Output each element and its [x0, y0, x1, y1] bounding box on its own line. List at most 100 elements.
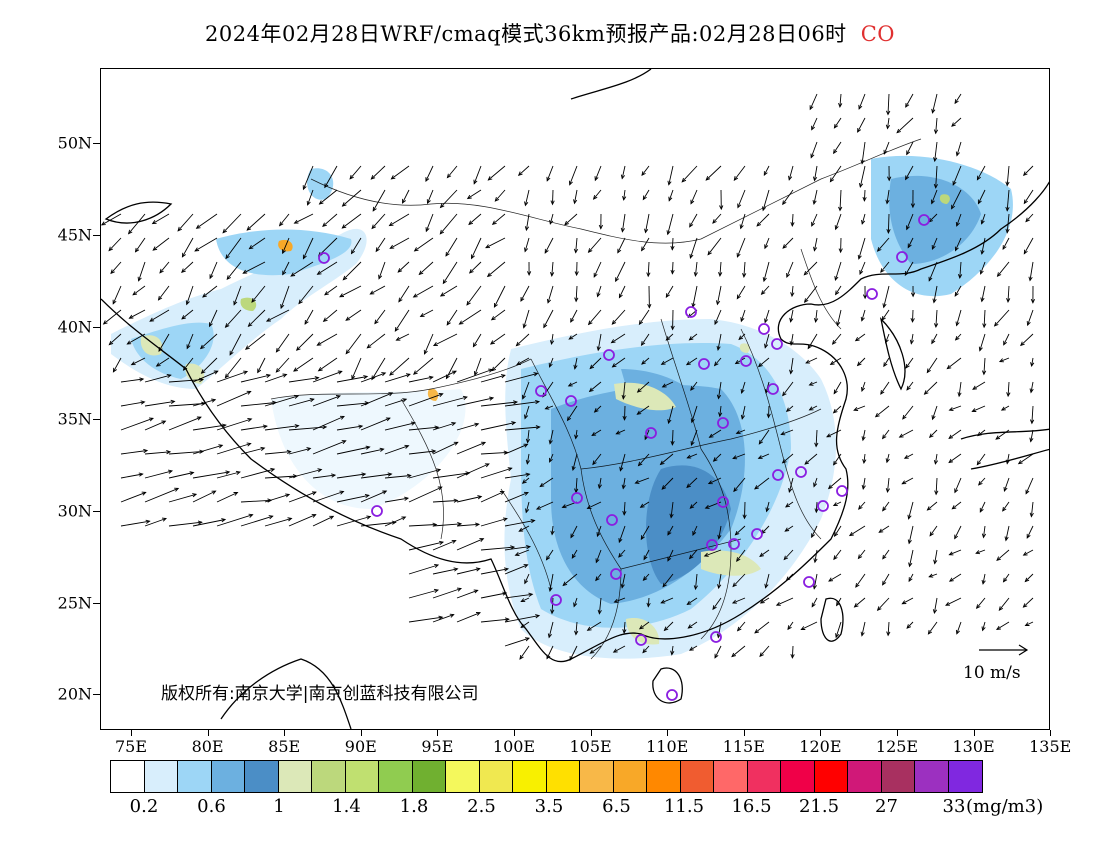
wind-arrow-head	[782, 244, 787, 249]
wind-arrow	[975, 549, 986, 554]
wind-arrow-head	[225, 254, 230, 260]
wind-arrow	[689, 645, 698, 651]
wind-arrow	[216, 390, 251, 407]
lon-tick	[743, 730, 745, 736]
wind-arrow-head	[762, 206, 767, 212]
wind-arrow	[152, 213, 170, 224]
wind-arrow	[384, 516, 406, 527]
wind-arrow	[342, 261, 362, 281]
wind-arrow	[200, 333, 218, 349]
wind-arrow-head	[597, 609, 602, 615]
wind-arrow-head	[1002, 506, 1007, 512]
wind-arrow-head	[712, 605, 717, 611]
lon-label: 80E	[191, 737, 224, 756]
wind-arrow-head	[484, 463, 490, 468]
wind-arrow-head	[905, 175, 910, 181]
wind-arrow	[480, 451, 508, 455]
wind-arrow	[288, 469, 322, 479]
wind-arrow-head	[707, 250, 712, 256]
wind-arrow	[516, 333, 530, 347]
wind-arrow-head	[597, 484, 602, 490]
wind-arrow	[374, 309, 386, 324]
wind-arrow-head	[225, 470, 231, 475]
wind-arrow	[839, 93, 842, 107]
wind-arrow-head	[524, 414, 529, 420]
wind-arrow-head	[790, 222, 795, 227]
colorbar-cell	[781, 761, 815, 792]
wind-arrow-head	[876, 247, 882, 252]
wind-arrow-head	[174, 487, 180, 492]
wind-arrow-head	[211, 490, 217, 495]
wind-arrow-head	[686, 483, 691, 489]
wind-arrow	[954, 525, 962, 539]
wind-arrow-head	[194, 247, 200, 252]
wind-arrow	[349, 165, 362, 180]
colorbar-label: 11.5	[663, 796, 705, 817]
wind-arrow-head	[789, 369, 794, 375]
wind-arrow	[323, 309, 338, 322]
station-marker	[918, 214, 930, 226]
wind-arrow	[807, 333, 818, 349]
wind-arrow	[614, 597, 626, 603]
wind-arrow	[312, 515, 334, 527]
wind-arrow	[240, 499, 272, 503]
wind-arrow-head	[196, 416, 202, 421]
wind-arrow	[786, 405, 794, 412]
wind-arrow	[549, 429, 554, 444]
station-marker	[836, 485, 848, 497]
wind-arrow-head	[437, 486, 443, 491]
wind-arrow-head	[670, 650, 675, 656]
wind-arrow	[687, 597, 698, 605]
colorbar-cell	[111, 761, 145, 792]
wind-arrow-head	[642, 648, 647, 654]
wind-arrow-head	[977, 199, 982, 205]
wind-arrow-head	[395, 336, 401, 341]
wind-arrow-head	[615, 430, 621, 435]
wind-arrow-head	[929, 531, 934, 537]
wind-arrow	[480, 568, 509, 575]
wind-arrow-head	[975, 550, 981, 555]
wind-scale-arrow	[979, 644, 1029, 656]
wind-arrow	[282, 237, 290, 254]
wind-arrow	[317, 261, 338, 275]
wind-arrow-head	[587, 248, 593, 253]
wind-arrow-head	[754, 629, 760, 634]
wind-arrow	[671, 237, 674, 250]
wind-arrow-head	[548, 362, 553, 368]
wind-arrow	[596, 525, 602, 537]
wind-arrow-head	[475, 612, 481, 616]
wind-arrow	[447, 165, 458, 178]
wind-arrow-head	[462, 395, 468, 400]
wind-arrow	[522, 381, 530, 399]
wind-arrow	[427, 189, 434, 204]
wind-arrow	[618, 285, 626, 298]
wind-arrow	[467, 189, 482, 199]
wind-arrow	[545, 405, 554, 410]
wind-arrow	[809, 405, 818, 411]
wind-arrow	[639, 621, 650, 630]
wind-arrow-head	[931, 415, 936, 421]
wind-arrow-head	[659, 460, 665, 466]
lon-label: 125E	[875, 737, 919, 756]
lon-label: 110E	[646, 737, 689, 756]
wind-arrow	[375, 237, 386, 252]
wind-arrow	[954, 285, 962, 297]
wind-arrow-head	[290, 272, 296, 277]
wind-arrow-head	[734, 359, 740, 365]
wind-arrow	[958, 381, 962, 397]
wind-arrow-head	[402, 198, 406, 204]
wind-arrow-head	[714, 320, 719, 326]
wind-arrow-head	[523, 443, 529, 448]
wind-arrow	[288, 447, 311, 455]
colorbar-label: 2.5	[467, 796, 496, 817]
wind-arrow-head	[345, 349, 351, 355]
wind-arrow	[882, 501, 890, 511]
wind-arrow-head	[610, 339, 616, 344]
wind-arrow	[456, 463, 490, 479]
wind-arrow	[480, 491, 505, 503]
wind-arrow-head	[717, 534, 722, 540]
wind-arrow	[551, 333, 554, 345]
wind-arrow	[763, 261, 770, 282]
wind-arrow-head	[905, 102, 910, 108]
wind-arrow	[639, 309, 650, 325]
